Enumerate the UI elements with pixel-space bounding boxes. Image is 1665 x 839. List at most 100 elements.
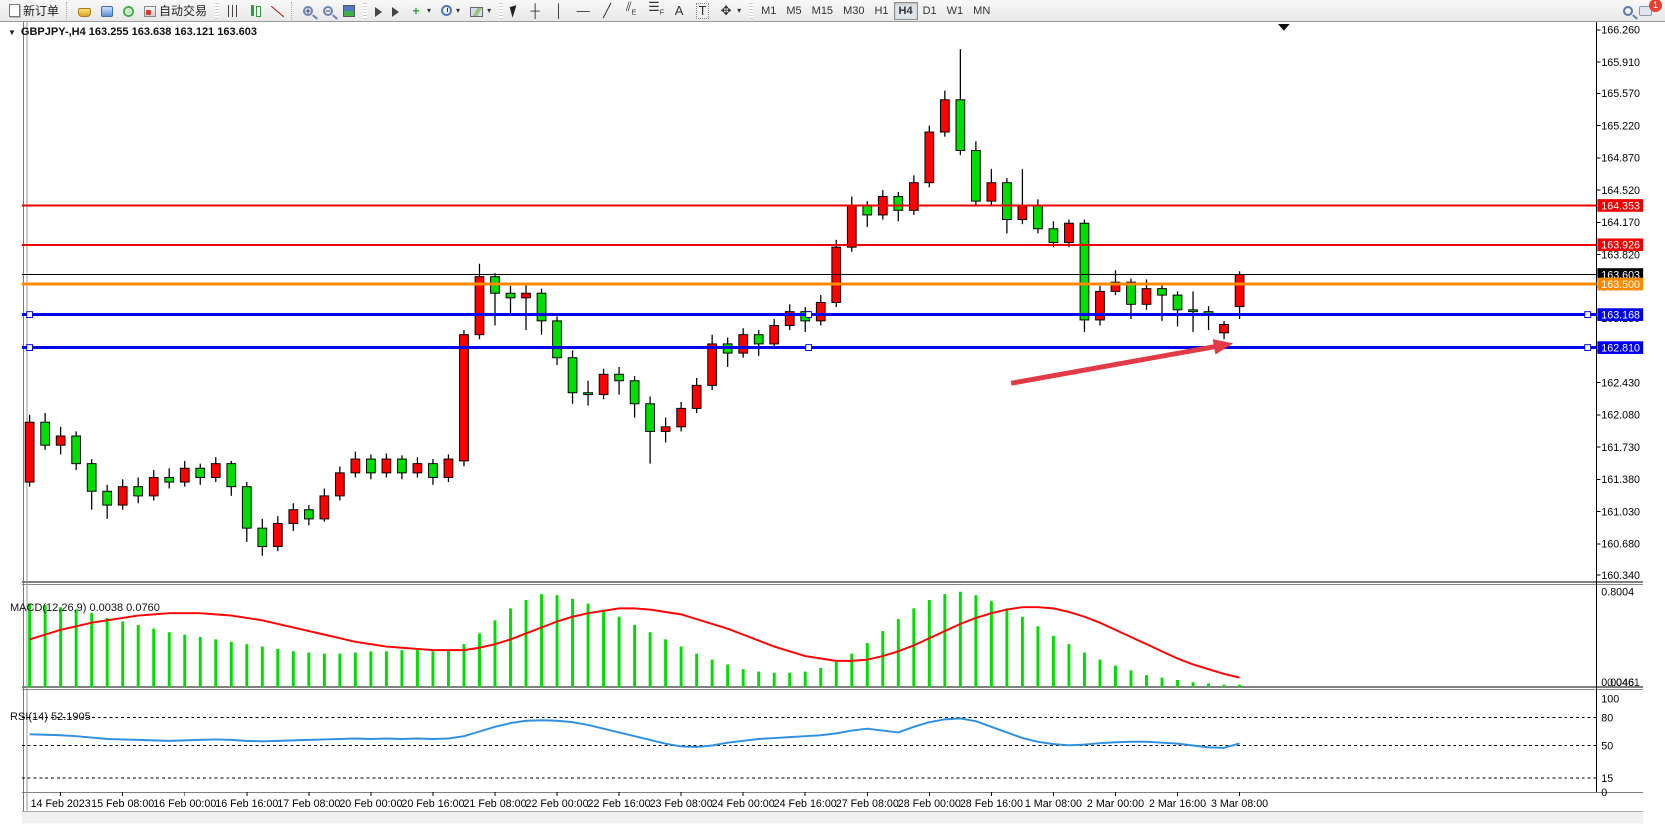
candle-body [179,467,190,483]
annotation-arrow[interactable] [1010,339,1234,386]
line-handle[interactable] [26,344,34,351]
candle [428,459,438,485]
tile-windows-icon [343,5,356,17]
text-label-button[interactable]: T [691,1,714,21]
text-button[interactable]: A [667,1,691,21]
candle [133,477,144,504]
candle-body [1219,324,1229,334]
panel-frames [21,22,1644,813]
time-tick-label: 14 Feb 2023 [31,798,91,810]
indicators-button[interactable]: + ▾ [404,1,436,21]
candlestick-chart-button[interactable] [244,1,266,21]
price-tick-label: 165.570 [1601,88,1640,100]
vertical-line-button[interactable]: │ [547,1,571,21]
arrows-button[interactable]: ✥ ▾ [714,1,746,21]
market-depth-button[interactable] [73,1,96,21]
chevron-down-icon: ▾ [487,6,492,15]
templates-button[interactable]: ▾ [465,1,496,21]
timeframe-button-M5[interactable]: M5 [781,2,806,20]
chart-shift-marker[interactable] [1278,23,1290,31]
line-chart-button[interactable] [266,1,289,21]
candle [753,330,764,356]
candle-body [536,292,547,322]
timeframe-button-H4[interactable]: H4 [893,1,918,20]
gold-package-icon [78,7,92,17]
candle [397,455,407,480]
candle [381,453,392,478]
toolbar-grip[interactable] [215,2,220,19]
equidistant-channel-icon: ⫽E [625,0,637,17]
toolbar-grip[interactable] [499,2,504,19]
candle [334,466,345,501]
price-label-text: 162.810 [1601,342,1640,354]
candle [86,459,97,510]
candle [707,334,718,390]
zoom-out-icon: − [323,5,334,16]
horizontal-line-button[interactable]: — [571,1,595,21]
one-click-trading-icon[interactable]: ▼ [8,27,16,37]
bar-chart-button[interactable] [222,1,244,21]
toolbar-grip[interactable] [749,2,754,19]
candle-body [459,334,469,462]
timeframe-button-D1[interactable]: D1 [918,2,942,20]
time-tick-label: 17 Feb 08:00 [277,798,340,810]
timeframe-button-M30[interactable]: M30 [838,2,869,20]
notifications-button[interactable]: 1 [1639,0,1662,18]
chart-shift-button[interactable] [387,1,404,21]
chart-canvas[interactable]: 166.260 165.910 165.570 165.220 164.870 164.5… [0,22,1665,839]
line-handle[interactable] [1584,311,1592,319]
timeframe-toolbar: M1 M5 M15 M30 H1 H4 D1 W1 MN [756,1,995,20]
new-order-icon [9,4,20,17]
periods-button[interactable]: ▾ [436,1,465,21]
toolbar-separator [291,1,296,20]
candle-body [55,435,66,446]
candle [272,516,283,552]
chevron-down-icon: ▾ [427,6,432,15]
candle [164,468,175,489]
text-icon: A [674,2,684,18]
candle [536,288,547,335]
tile-windows-button[interactable] [338,1,360,21]
time-tick-label: 20 Feb 00:00 [339,798,402,810]
timeframe-button-W1[interactable]: W1 [942,2,969,20]
fibonacci-button[interactable]: ☰F [643,0,667,21]
timeframe-button-M1[interactable]: M1 [756,2,781,20]
line-handle[interactable] [805,344,813,351]
time-tick-label: 28 Feb 00:00 [898,798,961,810]
signals-button[interactable] [118,1,139,21]
candle [1219,320,1229,340]
candle-body [769,324,780,345]
candle [1095,285,1105,326]
candle [567,350,578,404]
toolbar-grip[interactable] [363,2,368,19]
trendline-button[interactable]: ╱ [595,1,619,21]
candlestick-chart-icon [249,4,262,17]
line-handle[interactable] [26,311,34,319]
auto-trading-button[interactable]: 自动交易 [139,1,212,21]
candle [924,125,935,188]
zoom-in-button[interactable]: + [298,1,318,21]
time-tick-label: 16 Feb 16:00 [215,798,278,810]
candle-body [412,463,423,474]
new-order-button[interactable]: 新订单 [4,1,64,21]
candle-body [1172,294,1183,311]
timeframe-button-MN[interactable]: MN [968,2,995,20]
line-handle[interactable] [1584,344,1592,351]
candle-body [133,486,144,497]
search-icon[interactable] [1623,5,1633,16]
line-handle[interactable] [805,311,813,319]
auto-scroll-button[interactable] [370,1,387,21]
signal-icon [123,5,135,17]
cursor-button[interactable] [506,1,523,21]
zoom-out-button[interactable]: − [318,1,338,21]
accounts-button[interactable] [96,1,118,21]
timeframe-button-H1[interactable]: H1 [869,2,893,20]
channel-button[interactable]: ⫽E [619,0,643,21]
crosshair-button[interactable]: ┼ [523,1,547,21]
candle [629,376,640,418]
price-axis: 166.260 165.910 165.570 165.220 164.870 164.5… [1596,25,1640,582]
timeframe-button-M15[interactable]: M15 [807,2,838,20]
candle-body [815,301,826,322]
